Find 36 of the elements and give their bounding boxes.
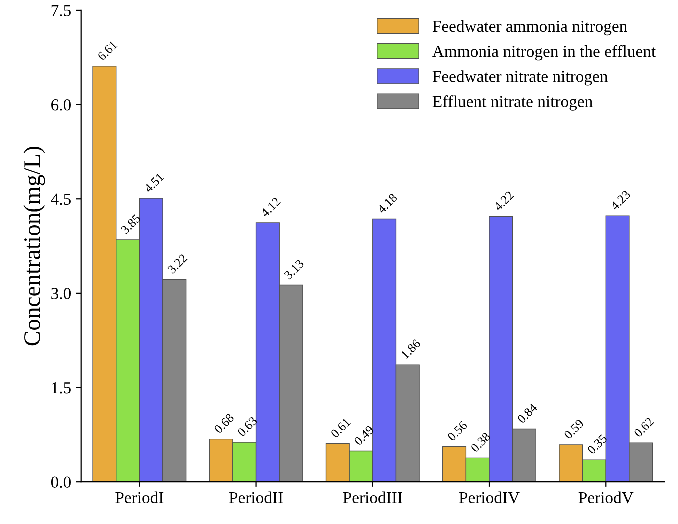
y-tick-label: 1.5	[52, 382, 71, 394]
data-label: 4.12	[260, 197, 282, 218]
data-label: 0.68	[214, 413, 235, 434]
data-label: 3.13	[284, 259, 305, 280]
data-label: 0.63	[237, 416, 258, 438]
x-tick-label: PeriodV	[578, 492, 634, 504]
legend-label: Feedwater nitrate nitrogen	[432, 70, 608, 86]
x-tick-label: PeriodIII	[343, 492, 402, 504]
data-label: 3.85	[120, 214, 142, 235]
data-label: 0.59	[564, 418, 584, 440]
x-tick-label: PeriodII	[229, 492, 284, 504]
data-label: 0.62	[634, 417, 654, 438]
data-label: 0.35	[587, 434, 608, 455]
y-axis-title: Concentration(mg/L)	[24, 147, 46, 346]
y-tick-label: 3.0	[52, 288, 71, 300]
y-tick-label: 4.5	[51, 194, 71, 206]
y-tick-label: 6.0	[52, 100, 71, 111]
x-tick-label: PeriodIV	[459, 492, 520, 504]
data-label: 4.22	[494, 190, 514, 212]
data-label: 0.49	[354, 425, 375, 446]
data-label: 0.84	[517, 403, 538, 424]
legend-label: Effluent nitrate nitrogen	[432, 96, 593, 111]
data-label: 3.22	[167, 254, 188, 274]
data-label: 0.38	[470, 432, 492, 453]
data-label: 4.18	[376, 193, 398, 214]
data-label: 0.56	[447, 420, 468, 442]
data-label: 6.61	[97, 40, 118, 62]
data-label: 4.23	[610, 190, 632, 212]
data-label: 4.51	[144, 172, 165, 194]
y-tick-label: 0.0	[51, 476, 71, 488]
x-tick-label: PeriodI	[116, 492, 164, 504]
data-label: 1.86	[400, 339, 422, 360]
legend-label: Feedwater ammonia nitrogen	[432, 20, 628, 36]
legend-label: Ammonia nitrogen in the effluent	[432, 45, 656, 61]
y-tick-label: 7.5	[52, 5, 71, 16]
data-label: 0.61	[330, 418, 352, 438]
